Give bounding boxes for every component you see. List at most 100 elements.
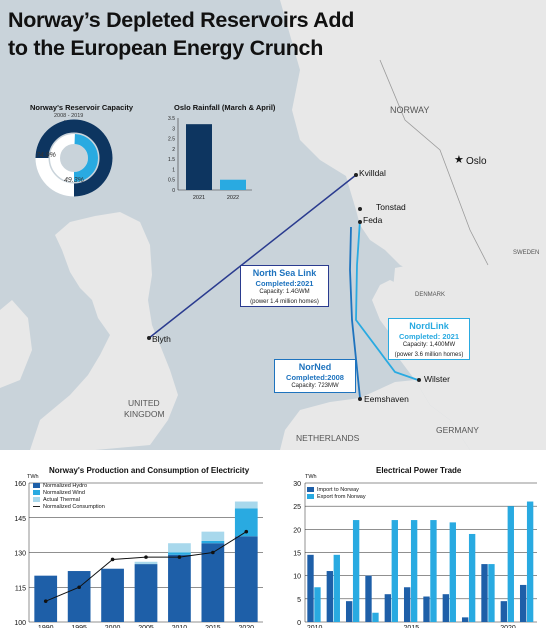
place-oslo: Oslo (466, 156, 487, 167)
reservoir-avg-value: 74.9% (36, 152, 56, 159)
trade-bar-export-6 (430, 520, 437, 622)
trade-bar-import-1 (326, 571, 334, 622)
blyth-marker (147, 336, 151, 340)
map: Norway’s Depleted Reservoirs Add to the … (0, 0, 546, 450)
legend-consumption: Normalized Consumption (33, 504, 105, 510)
production-xtick-2015: 2015 (205, 625, 221, 628)
legend-export-swatch (307, 494, 314, 500)
reservoir-slice-2022 (50, 134, 98, 182)
north-sea-link-name: North Sea Link (252, 268, 317, 278)
place-kvilldal: Kvilldal (359, 168, 386, 178)
trade-bar-export-3 (372, 612, 379, 622)
legend-import: Import to Norway (307, 487, 359, 493)
rainfall-ytick-5: 2.5 (168, 137, 175, 143)
trade-bar-export-1 (333, 554, 340, 622)
production-bar-normalized-hydro-2005 (134, 564, 158, 622)
production-bar-normalized-wind-2010 (168, 552, 191, 555)
legend-thermal-swatch (33, 497, 40, 503)
production-consumption-point-2015 (211, 550, 215, 555)
rainfall-ytick-3: 1.5 (168, 157, 175, 163)
country-sweden: SWEDEN (513, 250, 540, 256)
tonstad-marker (358, 207, 362, 211)
trade-ytick-6: 30 (293, 481, 301, 488)
production-consumption-point-2020 (244, 529, 249, 534)
trade-ytick-3: 15 (293, 551, 301, 558)
production-bar-normalized-hydro-2010 (168, 554, 191, 622)
legend-thermal: Actual Thermal (33, 497, 80, 503)
production-consumption-point-2010 (177, 555, 182, 559)
production-xtick-1990: 1990 (38, 625, 54, 628)
oslo-star-icon: ★ (454, 154, 464, 166)
feda-marker (358, 220, 362, 224)
production-bar-normalized-hydro-2020 (234, 536, 258, 622)
place-blyth: Blyth (152, 334, 171, 344)
trade-ytick-5: 25 (293, 504, 301, 511)
nordlink-homes: (power 3.6 million homes) (394, 351, 464, 358)
rainfall-xtick-2022: 2022 (227, 195, 239, 201)
production-bar-normalized-hydro-1990 (34, 575, 58, 622)
north-sea-link-capacity: Capacity: 1.4GWM (259, 289, 310, 295)
production-ytick-3: 145 (14, 516, 26, 523)
trade-title: Electrical Power Trade (376, 466, 462, 475)
trade-ytick-1: 5 (297, 597, 301, 604)
rainfall-ytick-1: 0.5 (168, 178, 175, 184)
production-bar-normalized-hydro-2000 (101, 568, 124, 622)
trade-bar-import-7 (442, 594, 450, 622)
legend-import-swatch (307, 487, 314, 493)
production-title: Norway's Production and Consumption of E… (49, 466, 250, 475)
rainfall-bar-2022 (220, 179, 246, 190)
trade-bar-import-3 (365, 575, 372, 622)
map-background (0, 0, 546, 450)
production-consumption-point-2000 (110, 557, 115, 562)
production-panel: Norway's Production and Consumption of E… (5, 461, 267, 628)
reservoir-donut (35, 119, 113, 197)
reservoir-2022-value: 49.3% (64, 177, 84, 184)
production-chart: 100 115 130 145 160 1990 1995 2000 2005 2010 2015 2… (14, 481, 263, 628)
trade-bar-export-2 (352, 520, 360, 622)
trade-xtick-2015: 2015 (404, 625, 420, 628)
trade-bar-export-10 (507, 506, 514, 622)
trade-bar-import-5 (403, 587, 411, 622)
production-bar-normalized-hydro-1995 (67, 571, 91, 622)
trade-bar-export-8 (468, 533, 476, 622)
production-bar-normalized-wind-2020 (234, 508, 258, 537)
rainfall-bar-2021 (186, 124, 212, 190)
eemshaven-marker (358, 397, 362, 401)
production-ytick-2: 130 (14, 551, 26, 558)
rainfall-ytick-4: 2 (172, 147, 175, 153)
production-unit: TWh (27, 474, 39, 480)
trade-bar-import-10 (500, 601, 508, 622)
trade-bar-import-0 (307, 554, 314, 622)
trade-bar-import-8 (461, 617, 469, 622)
place-eemshaven: Eemshaven (364, 394, 409, 404)
trade-bar-export-11 (526, 501, 534, 622)
legend-wind-swatch (33, 490, 40, 496)
production-xtick-2005: 2005 (138, 625, 154, 628)
north-sea-link-box: North Sea Link Completed:2021 Capacity: … (240, 265, 329, 307)
rainfall-chart: 0 0.5 1 1.5 2 2.5 3 3.5 2021 2022 (168, 116, 252, 201)
production-xtick-2010: 2010 (172, 625, 188, 628)
norned-capacity: Capacity: 723MW (291, 383, 339, 389)
norned-box: NorNed Completed:2008 Capacity: 723MW (274, 359, 356, 393)
trade-bar-import-6 (423, 596, 430, 622)
reservoir-title: Norway's Reservoir Capacity (30, 103, 134, 112)
production-bar-actual-thermal-2005 (134, 561, 158, 565)
north-sea-link-completed: Completed:2021 (255, 278, 314, 288)
production-bar-normalized-wind-2015 (201, 540, 225, 544)
trade-bar-export-5 (410, 520, 418, 622)
north-sea-link-homes: (power 1.4 million homes) (250, 298, 319, 305)
production-bar-normalized-hydro-2015 (201, 543, 225, 622)
legend-consumption-line (33, 506, 40, 508)
place-tonstad: Tonstad (376, 202, 406, 212)
production-bar-actual-thermal-2010 (168, 543, 191, 553)
reservoir-avg-label-1: 2008 - 2019 (54, 113, 84, 119)
trade-xtick-2020: 2020 (500, 625, 516, 628)
production-xtick-2000: 2000 (105, 625, 121, 628)
rainfall-ytick-0: 0 (172, 188, 175, 194)
trade-bar-export-0 (314, 587, 321, 622)
country-germany: GERMANY (436, 425, 479, 435)
place-feda: Feda (363, 215, 383, 225)
legend-hydro: Normalized Hydro (33, 483, 87, 489)
production-ytick-0: 100 (14, 620, 26, 627)
country-uk-line2: KINGDOM (124, 409, 165, 419)
